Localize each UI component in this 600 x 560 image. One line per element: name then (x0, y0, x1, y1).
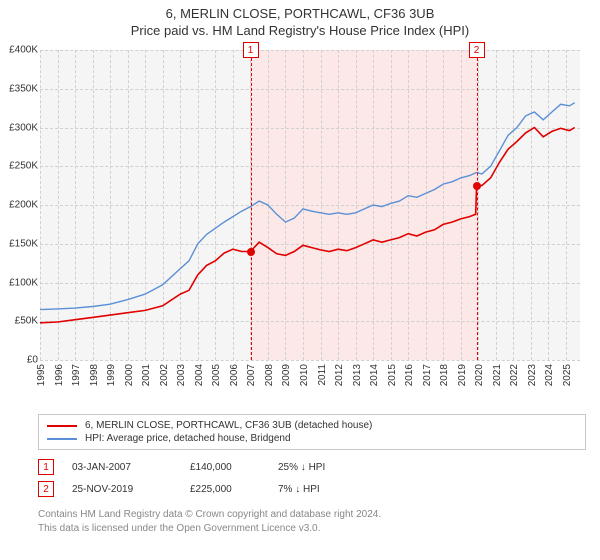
legend-label-1: 6, MERLIN CLOSE, PORTHCAWL, CF36 3UB (de… (85, 420, 372, 431)
attrib-line-1: Contains HM Land Registry data © Crown c… (38, 508, 586, 522)
sale-date: 25-NOV-2019 (72, 484, 172, 495)
sale-marker-line (477, 58, 478, 360)
sale-row: 2 25-NOV-2019 £225,000 7% HPI (38, 478, 586, 500)
title-sub: Price paid vs. HM Land Registry's House … (0, 23, 600, 38)
arrow-down-icon (301, 462, 306, 473)
legend: 6, MERLIN CLOSE, PORTHCAWL, CF36 3UB (de… (38, 414, 586, 450)
series-line-hpi (40, 103, 575, 310)
plot-region: 12 (40, 50, 580, 360)
sale-marker-badge: 1 (38, 459, 54, 475)
y-tick-label: £400K (0, 45, 38, 56)
chart-area: 12 £0£50K£100K£150K£200K£250K£300K£350K£… (40, 40, 600, 410)
attrib-line-2: This data is licensed under the Open Gov… (38, 522, 586, 536)
y-tick-label: £150K (0, 238, 38, 249)
titles: 6, MERLIN CLOSE, PORTHCAWL, CF36 3UB Pri… (0, 0, 600, 40)
sale-rel-suffix: HPI (309, 462, 326, 473)
y-tick-label: £200K (0, 200, 38, 211)
sale-price: £225,000 (190, 484, 260, 495)
series-line-price_paid (40, 128, 575, 323)
legend-row-1: 6, MERLIN CLOSE, PORTHCAWL, CF36 3UB (de… (47, 419, 577, 432)
sale-marker-box: 2 (469, 42, 485, 58)
sale-marker-box: 1 (243, 42, 259, 58)
sale-rel-suffix: HPI (303, 484, 320, 495)
sale-price: £140,000 (190, 462, 260, 473)
arrow-down-icon (295, 484, 300, 495)
legend-swatch-1 (47, 425, 77, 427)
sale-marker-line (251, 58, 252, 360)
y-tick-label: £100K (0, 277, 38, 288)
x-tick-label: 2025 (562, 364, 600, 386)
legend-swatch-2 (47, 438, 77, 440)
y-tick-label: £0 (0, 355, 38, 366)
sale-rel-hpi: 25% HPI (278, 462, 368, 473)
sale-date: 03-JAN-2007 (72, 462, 172, 473)
attribution: Contains HM Land Registry data © Crown c… (38, 508, 586, 535)
title-address: 6, MERLIN CLOSE, PORTHCAWL, CF36 3UB (0, 6, 600, 21)
sale-rel-pct: 25% (278, 462, 298, 473)
legend-row-2: HPI: Average price, detached house, Brid… (47, 432, 577, 445)
y-tick-label: £50K (0, 316, 38, 327)
y-tick-label: £350K (0, 83, 38, 94)
sale-dot (247, 248, 255, 256)
sale-rel-hpi: 7% HPI (278, 484, 368, 495)
sale-rel-pct: 7% (278, 484, 292, 495)
y-tick-label: £250K (0, 161, 38, 172)
sale-row: 1 03-JAN-2007 £140,000 25% HPI (38, 456, 586, 478)
y-gridline (40, 360, 580, 361)
chart-container: 6, MERLIN CLOSE, PORTHCAWL, CF36 3UB Pri… (0, 0, 600, 535)
chart-svg (40, 50, 580, 360)
sale-marker-badge: 2 (38, 481, 54, 497)
legend-label-2: HPI: Average price, detached house, Brid… (85, 433, 291, 444)
sales-table: 1 03-JAN-2007 £140,000 25% HPI 2 25-NOV-… (38, 456, 586, 500)
sale-dot (473, 182, 481, 190)
y-tick-label: £300K (0, 122, 38, 133)
